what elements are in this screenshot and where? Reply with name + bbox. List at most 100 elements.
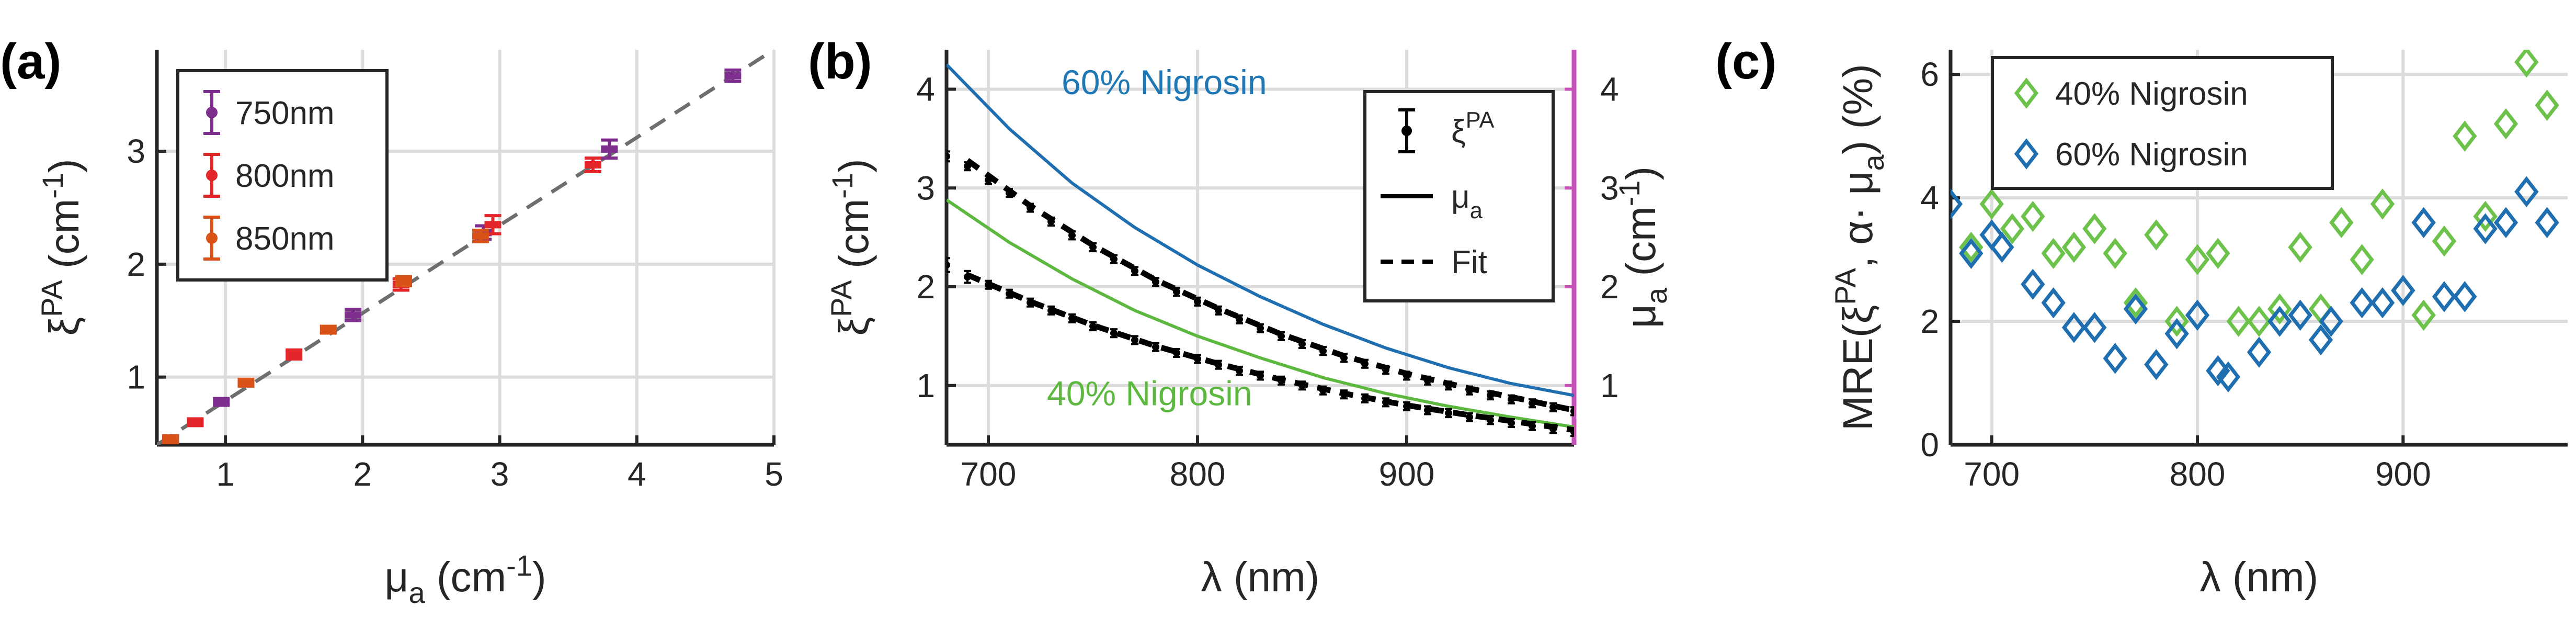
diamond-marker (2164, 306, 2189, 337)
y-tick-label: 0 (1920, 426, 1939, 464)
data-point (1424, 406, 1431, 414)
y-tick-label: 1 (127, 358, 145, 396)
x-axis-label-main: μ (384, 554, 408, 600)
x-tick-label: 5 (765, 455, 783, 493)
series-0 (947, 63, 1574, 397)
y2-axis-label: μa (cm-1) (1613, 166, 1673, 328)
diamond-marker (2319, 306, 2343, 337)
data-point (1089, 322, 1097, 330)
y-axis-label-close: ) (%) (1834, 64, 1881, 154)
diamond-marker (2473, 213, 2498, 244)
y-tick-label: 2 (916, 268, 935, 306)
data-point (1445, 409, 1452, 417)
panel-c: 700 800 900 0 2 4 6 (c) λ (nm) MRE(ξPA, α· μa) (%… (1715, 33, 2568, 600)
y-axis-label-unit-sup: -1 (826, 173, 859, 199)
diamond-marker (2453, 120, 2477, 152)
y-axis-label-close: ) (830, 159, 877, 173)
diamond-marker (2473, 200, 2498, 232)
y-tick-label: 3 (127, 132, 145, 170)
legend-label: Fit (1451, 244, 1487, 280)
legend-swatch-dot (206, 107, 218, 118)
fit-line (965, 158, 1574, 413)
series-0 (1959, 50, 2559, 337)
legend-label-sub: a (1470, 198, 1483, 223)
diamond-marker (2350, 287, 2374, 319)
legend-swatch (2014, 138, 2039, 170)
diamond-marker (1979, 188, 2004, 220)
legend-label: 60% Nigrosin (2055, 137, 2248, 173)
diamond-marker (2329, 207, 2354, 239)
x-axis-label-close: ) (532, 554, 546, 600)
plot-area (1951, 50, 2559, 392)
legend-label-main: ξ (1451, 114, 1466, 150)
diamond-marker (2061, 231, 2087, 263)
diamond-marker (2041, 287, 2066, 319)
legend-label: 40% Nigrosin (2055, 76, 2248, 112)
legend-label-main: μ (1451, 179, 1470, 215)
y-axis-label: ξPA (cm-1) (825, 159, 877, 335)
diamond-marker (2123, 287, 2148, 319)
series-1 (1951, 176, 2559, 392)
y2-axis-label-unit: (cm (1617, 206, 1664, 276)
legend-label: μa (1451, 179, 1483, 223)
diamond-marker (1990, 231, 2014, 263)
legend: ξPA μa Fit (1363, 90, 1555, 302)
y2-tick-label: 3 (1600, 169, 1619, 207)
legend-label: 800nm (235, 158, 335, 194)
y2-axis-label-main: μ (1617, 304, 1664, 328)
diamond-marker (2493, 108, 2518, 140)
diamond-marker (2267, 306, 2292, 337)
data-point (1131, 267, 1138, 275)
y-tick-label: 3 (916, 169, 935, 207)
diamond-marker (2082, 213, 2107, 244)
data-point (1131, 336, 1138, 344)
y-tick-label: 1 (916, 367, 935, 405)
diamond-marker (2021, 268, 2045, 300)
data-point (1110, 329, 1118, 337)
y-axis-label-sup: PA (35, 280, 68, 317)
y-axis-label-mid: , α· μ (1834, 171, 1881, 268)
diamond-marker (1959, 238, 1984, 269)
legend-swatch (2014, 77, 2039, 109)
legend-box (1991, 56, 2334, 190)
x-axis-label: λ (nm) (1201, 554, 1320, 600)
legend-label: 850nm (235, 221, 335, 257)
diamond-marker (2411, 299, 2436, 331)
y-axis-label-space (830, 268, 877, 280)
fit-line (966, 272, 1574, 433)
y-tick-label: 4 (1920, 179, 1939, 217)
data-point (947, 152, 950, 160)
diamond-marker (2267, 293, 2292, 325)
diamond-marker (2370, 188, 2395, 220)
diamond-marker (2144, 349, 2169, 380)
y-axis-label-main: ξ (830, 317, 877, 336)
data-point (1152, 343, 1159, 351)
diamond-marker (2021, 200, 2045, 232)
diamond-marker (2041, 238, 2066, 269)
diamond-marker (2288, 299, 2312, 331)
legend-swatch-dot (1401, 126, 1412, 136)
data-point (947, 261, 950, 269)
diamond-marker (2103, 238, 2127, 269)
annotation-label: 60% Nigrosin (1062, 63, 1267, 102)
y-axis-label-sup: PA (1829, 268, 1862, 305)
diamond-marker (2370, 287, 2395, 319)
y2-axis-label-sup: -1 (1613, 181, 1646, 207)
diamond-marker (2350, 244, 2374, 275)
diamond-marker (2216, 361, 2241, 392)
data-point (1236, 316, 1243, 323)
diamond-marker (1959, 231, 1984, 263)
mua-line (947, 63, 1574, 397)
data-point (1173, 288, 1180, 296)
diamond-marker (2308, 324, 2333, 356)
series-2 (162, 229, 489, 444)
legend: 40% Nigrosin 60% Nigrosin (1991, 56, 2334, 190)
reference-line (157, 50, 774, 445)
x-axis-label-main: λ (nm) (2200, 554, 2319, 600)
diamond-marker (2185, 244, 2210, 275)
diamond-marker (2514, 50, 2539, 78)
y-axis-label-close: ) (41, 159, 87, 173)
